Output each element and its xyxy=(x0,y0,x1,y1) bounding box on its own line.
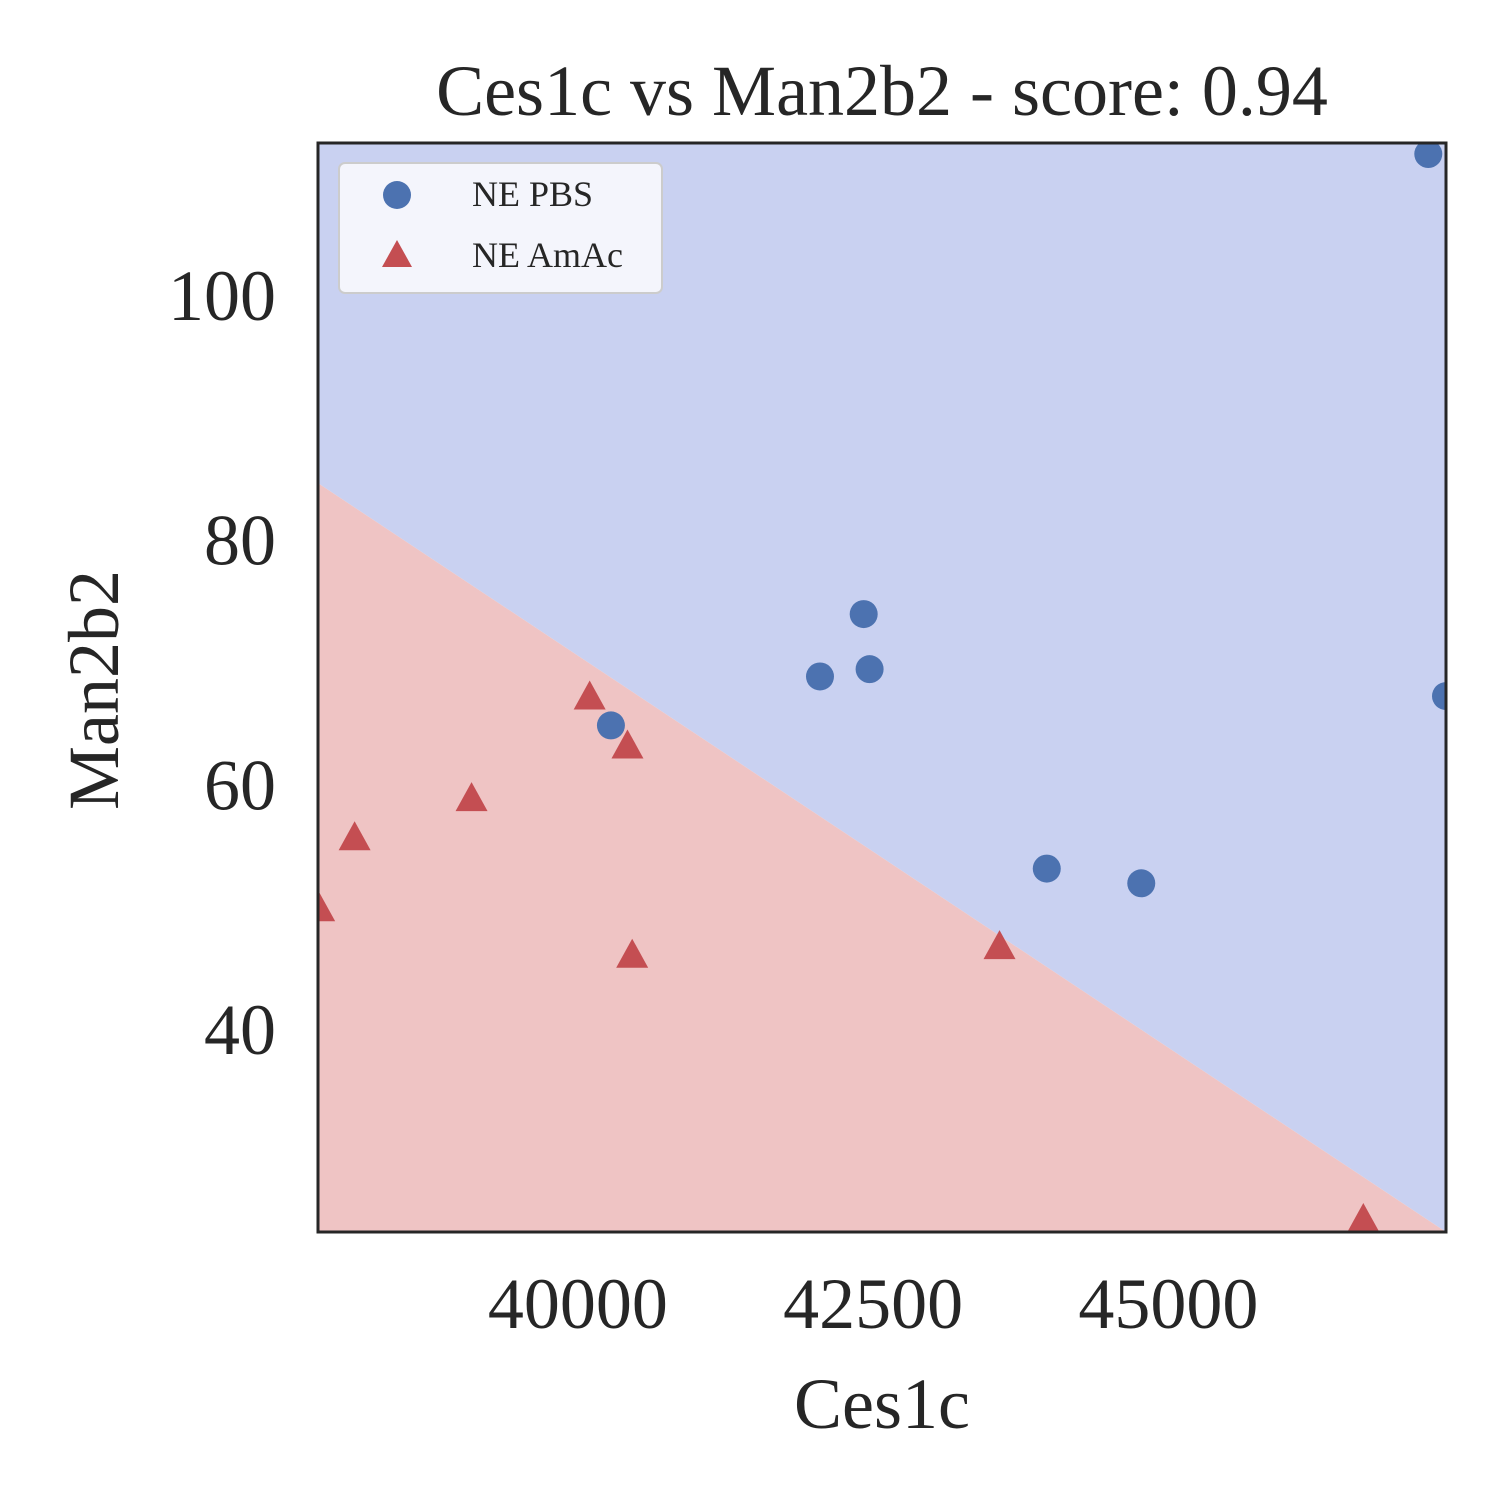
data-point-ne-pbs-3 xyxy=(805,662,834,691)
legend-label-ne-amac: NE AmAc xyxy=(472,235,623,275)
data-point-ne-pbs-4 xyxy=(1432,682,1446,711)
data-point-ne-pbs-5 xyxy=(596,711,625,740)
legend-marker-ne-amac xyxy=(382,240,412,267)
decision-region-upper xyxy=(318,143,1446,1232)
y-tick-label: 40 xyxy=(204,990,276,1070)
data-markers xyxy=(318,143,1446,1232)
data-point-ne-amac-2 xyxy=(455,782,488,812)
y-axis-ticks: 40 60 80 100 xyxy=(168,256,276,1070)
data-point-ne-pbs-6 xyxy=(1032,854,1061,883)
x-axis-label: Ces1c xyxy=(794,1364,970,1444)
y-axis-label: Man2b2 xyxy=(54,570,134,810)
data-point-ne-pbs-7 xyxy=(1127,869,1156,898)
plot-area xyxy=(318,143,1446,1232)
data-point-ne-amac-3 xyxy=(338,821,371,851)
legend: NE PBS NE AmAc xyxy=(338,162,663,294)
data-point-ne-pbs-2 xyxy=(855,655,884,684)
plot-frame xyxy=(316,141,1448,1234)
legend-marker-ne-pbs xyxy=(383,181,411,209)
legend-label-ne-pbs: NE PBS xyxy=(472,174,593,214)
x-axis-ticks: 40000 42500 45000 xyxy=(488,1264,1259,1344)
data-point-ne-amac-7 xyxy=(1347,1202,1380,1232)
data-point-ne-amac-0 xyxy=(573,680,606,710)
decision-region-lower xyxy=(318,483,1446,1232)
x-tick-label: 45000 xyxy=(1078,1264,1258,1344)
x-tick-label: 42500 xyxy=(783,1264,963,1344)
chart-title: Ces1c vs Man2b2 - score: 0.94 xyxy=(436,51,1328,131)
y-tick-label: 60 xyxy=(204,745,276,825)
x-tick-label: 40000 xyxy=(488,1264,668,1344)
y-tick-label: 80 xyxy=(204,501,276,581)
data-point-ne-amac-6 xyxy=(983,930,1016,960)
data-point-ne-amac-4 xyxy=(318,892,336,922)
data-point-ne-pbs-1 xyxy=(849,600,878,629)
y-tick-label: 100 xyxy=(168,256,276,336)
data-point-ne-amac-1 xyxy=(611,729,644,759)
data-point-ne-amac-5 xyxy=(616,938,649,968)
legend-box xyxy=(338,162,663,294)
data-point-ne-pbs-0 xyxy=(1414,143,1443,169)
